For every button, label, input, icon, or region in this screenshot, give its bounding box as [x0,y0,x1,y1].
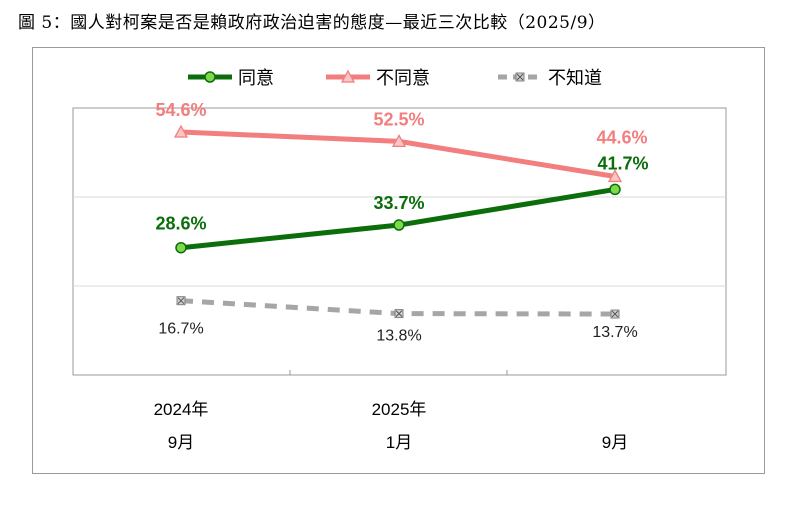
data-point-marker [175,241,187,254]
data-point-marker-x [177,297,185,305]
plot-area [72,107,727,376]
data-point-marker [607,169,623,183]
legend-label: 不知道 [548,68,602,89]
legend-label: 不同意 [376,68,430,89]
chart-title: 圖 5：國人對柯案是否是賴政府政治迫害的態度—最近三次比較（2025/9） [18,13,606,33]
x-tick-label-month: 1月 [386,433,412,452]
data-point-marker-x [611,310,619,318]
data-point-marker-x [395,310,403,317]
data-point-marker-x [516,73,524,81]
data-label: 54.6% [155,100,206,120]
data-label: 16.7% [158,321,203,338]
data-label: 52.5% [373,109,424,129]
x-tick-label-month: 9月 [602,433,628,452]
data-point-marker [173,124,189,138]
x-tick-label-month: 9月 [168,433,194,452]
data-label: 13.8% [376,328,421,345]
data-label: 44.6% [596,128,647,148]
data-point-marker [393,219,405,231]
data-point-marker [609,183,621,196]
data-label: 41.7% [597,153,648,173]
data-label: 28.6% [155,214,206,234]
x-tick-label-year: 2025年 [372,400,427,419]
data-label: 13.7% [592,324,637,341]
x-tick-label-year: 2024年 [154,400,209,419]
data-point-marker [391,134,407,148]
data-point-marker [340,69,356,83]
legend-label: 同意 [238,68,274,89]
data-point-marker [204,71,216,83]
chart-frame [32,47,765,474]
data-label: 33.7% [373,193,424,213]
